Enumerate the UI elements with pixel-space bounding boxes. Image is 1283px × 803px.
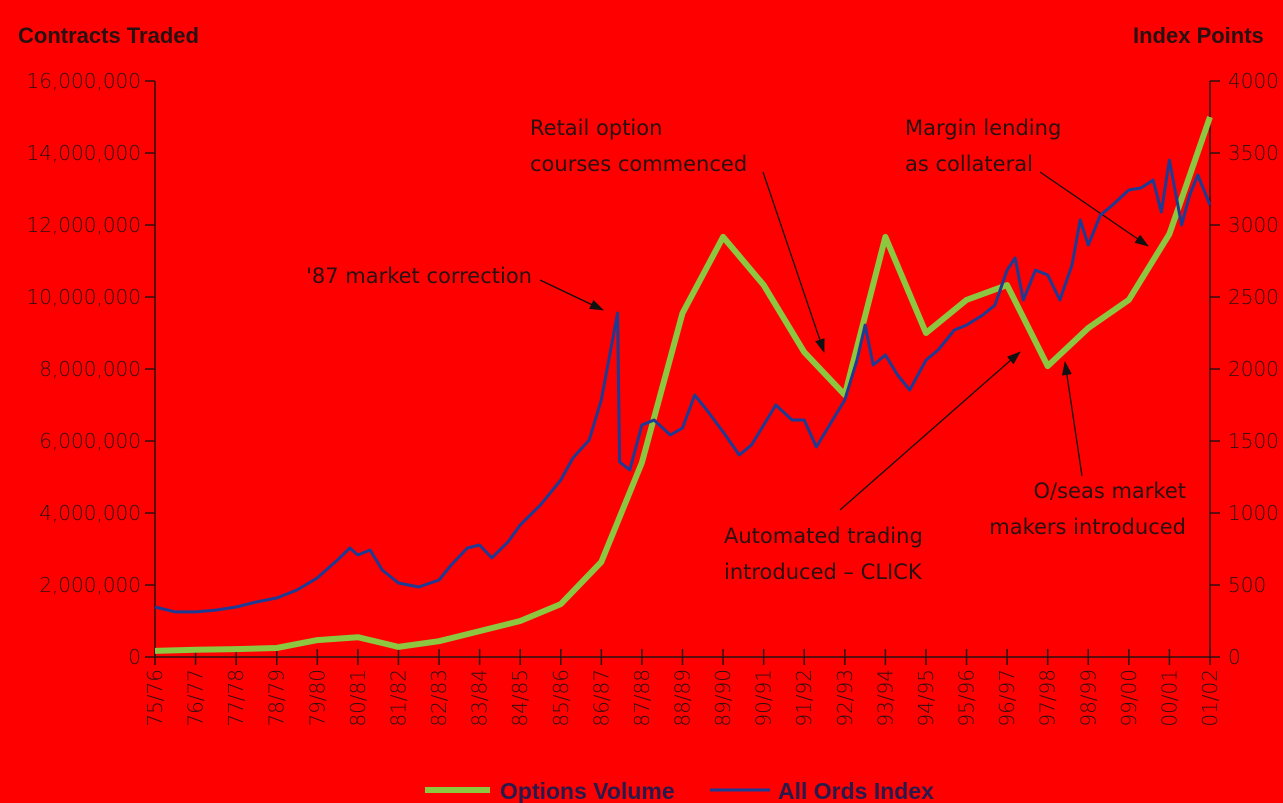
x-tick-label: 87/88 bbox=[630, 669, 654, 727]
arrow bbox=[839, 351, 1021, 511]
x-tick-label: 91/92 bbox=[792, 669, 816, 727]
y-tick-label: 2,000,000 bbox=[39, 573, 141, 597]
x-tick-label: 98/99 bbox=[1076, 669, 1100, 727]
x-tick-label: 82/83 bbox=[427, 669, 451, 727]
annotation: makers introduced bbox=[989, 515, 1186, 539]
y2-tick-label: 0 bbox=[1228, 645, 1241, 669]
y2-tick-label: 2000 bbox=[1228, 357, 1279, 381]
x-tick-label: 78/79 bbox=[265, 669, 289, 727]
y2-tick-label: 500 bbox=[1228, 573, 1266, 597]
annotation: Automated trading bbox=[724, 524, 923, 548]
y2-tick-label: 2500 bbox=[1228, 285, 1279, 309]
x-tick-label: 92/93 bbox=[833, 669, 857, 727]
x-tick-label: 95/96 bbox=[955, 669, 979, 727]
x-tick-label: 77/78 bbox=[224, 669, 248, 727]
legend-label: Options Volume bbox=[500, 778, 675, 803]
x-tick-label: 97/98 bbox=[1036, 669, 1060, 727]
arrow bbox=[1039, 171, 1149, 247]
y-tick-label: 8,000,000 bbox=[39, 357, 141, 381]
y2-tick-label: 1000 bbox=[1228, 501, 1279, 525]
legend-label: All Ords Index bbox=[778, 778, 934, 803]
x-tick-label: 94/95 bbox=[914, 669, 938, 727]
x-tick-label: 79/80 bbox=[305, 669, 329, 727]
y2-tick-label: 3000 bbox=[1228, 213, 1279, 237]
annotation: courses commenced bbox=[530, 152, 747, 176]
x-tick-label: 86/87 bbox=[589, 669, 613, 727]
y2-tick-label: 1500 bbox=[1228, 429, 1279, 453]
annotation: Margin lending bbox=[905, 116, 1061, 140]
x-tick-label: 76/77 bbox=[184, 669, 208, 727]
series-line bbox=[154, 116, 1213, 654]
x-tick-label: 75/76 bbox=[143, 669, 167, 727]
y2-tick-label: 3500 bbox=[1228, 141, 1279, 165]
y-axis-label: Contracts Traded bbox=[18, 23, 199, 48]
annotation: introduced – CLICK bbox=[724, 560, 923, 584]
x-tick-label: 99/00 bbox=[1117, 669, 1141, 727]
series-line bbox=[154, 158, 1212, 614]
y2-axis-label: Index Points bbox=[1133, 23, 1264, 48]
y-tick-label: 16,000,000 bbox=[26, 69, 141, 93]
y2-tick-label: 4000 bbox=[1228, 69, 1279, 93]
x-tick-label: 85/86 bbox=[549, 669, 573, 727]
annotation: '87 market correction bbox=[306, 264, 532, 288]
annotation-arrows bbox=[539, 171, 1149, 511]
x-tick-label: 80/81 bbox=[346, 669, 370, 727]
x-tick-label: 90/91 bbox=[752, 669, 776, 727]
annotation: O/seas market bbox=[1034, 479, 1186, 503]
arrow bbox=[1061, 361, 1083, 477]
y-tick-label: 4,000,000 bbox=[39, 501, 141, 525]
x-tick-label: 88/89 bbox=[671, 669, 695, 727]
x-tick-label: 83/84 bbox=[468, 669, 492, 727]
annotation: as collateral bbox=[905, 152, 1033, 176]
y-tick-label: 0 bbox=[128, 645, 141, 669]
x-tick-label: 81/82 bbox=[386, 669, 410, 727]
y-tick-label: 12,000,000 bbox=[26, 213, 141, 237]
x-tick-label: 96/97 bbox=[995, 669, 1019, 727]
arrow bbox=[762, 171, 825, 353]
x-tick-label: 01/02 bbox=[1198, 669, 1222, 727]
annotation: Retail option bbox=[530, 116, 662, 140]
arrow bbox=[539, 279, 604, 311]
y-tick-label: 10,000,000 bbox=[26, 285, 141, 309]
y-tick-label: 14,000,000 bbox=[26, 141, 141, 165]
x-tick-label: 89/90 bbox=[711, 669, 735, 727]
x-tick-label: 00/01 bbox=[1157, 669, 1181, 727]
y-tick-label: 6,000,000 bbox=[39, 429, 141, 453]
x-tick-label: 93/94 bbox=[873, 669, 897, 727]
x-tick-label: 84/85 bbox=[508, 669, 532, 727]
